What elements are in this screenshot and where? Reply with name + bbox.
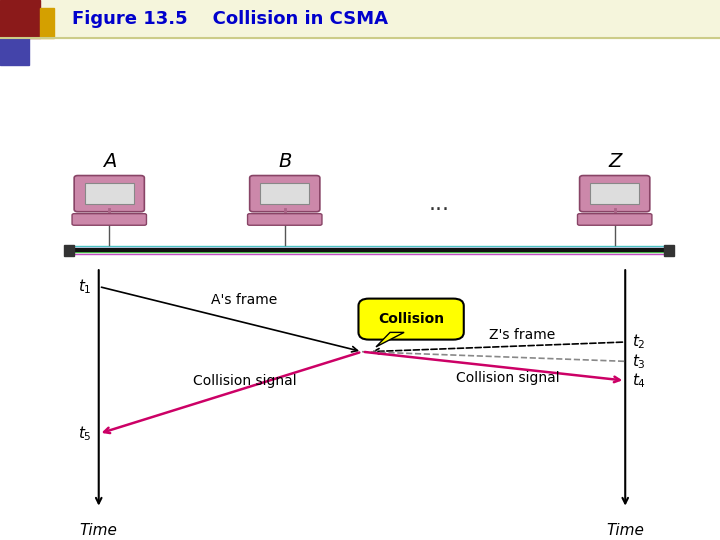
FancyBboxPatch shape	[577, 214, 652, 225]
Text: $t_2$: $t_2$	[632, 333, 646, 352]
Text: $t_4$: $t_4$	[632, 372, 647, 390]
Bar	[664, 245, 675, 256]
Text: A's frame: A's frame	[211, 293, 277, 307]
Text: A: A	[102, 152, 116, 171]
FancyBboxPatch shape	[250, 176, 320, 212]
Text: Figure 13.5    Collision in CSMA: Figure 13.5 Collision in CSMA	[72, 10, 388, 28]
FancyBboxPatch shape	[72, 214, 146, 225]
Bar	[85, 183, 134, 205]
Bar	[260, 183, 310, 205]
Text: B: B	[278, 152, 292, 171]
FancyBboxPatch shape	[74, 176, 144, 212]
Text: Time: Time	[606, 523, 644, 538]
Text: $t_3$: $t_3$	[632, 352, 646, 370]
Bar	[590, 183, 639, 205]
Text: $t_5$: $t_5$	[78, 424, 91, 443]
Text: Z's frame: Z's frame	[489, 328, 555, 342]
Text: Collision signal: Collision signal	[456, 371, 559, 385]
Text: Time: Time	[80, 523, 117, 538]
FancyBboxPatch shape	[580, 176, 649, 212]
FancyBboxPatch shape	[248, 214, 322, 225]
Polygon shape	[376, 333, 404, 347]
Text: Z: Z	[608, 152, 621, 171]
FancyBboxPatch shape	[359, 299, 464, 340]
Text: Collision signal: Collision signal	[192, 374, 296, 388]
Bar	[63, 245, 74, 256]
Text: ...: ...	[428, 194, 450, 214]
Text: Collision: Collision	[378, 312, 444, 326]
Text: $t_1$: $t_1$	[78, 277, 91, 296]
